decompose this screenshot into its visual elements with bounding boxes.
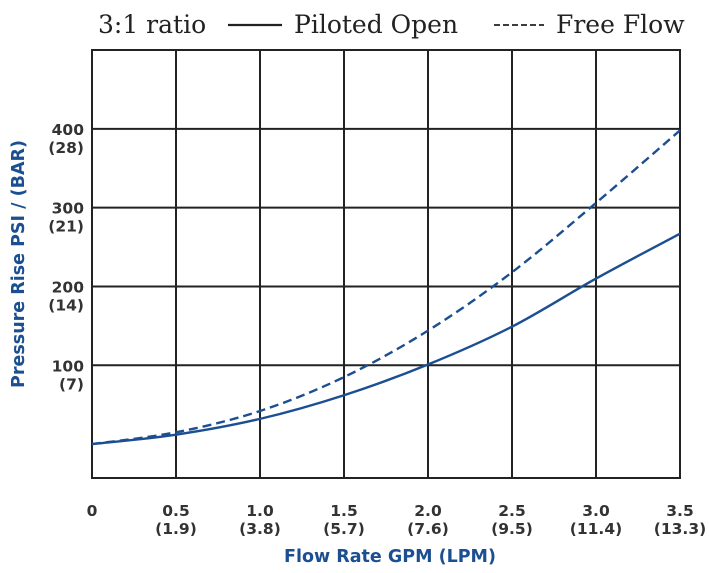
x-tick-label: 3.0 [582, 502, 610, 520]
y-tick-label: 100 [52, 357, 85, 375]
x-tick-label: 2.5 [498, 502, 525, 520]
x-tick-sublabel: (7.6) [407, 520, 449, 538]
y-tick-sublabel: (28) [48, 139, 84, 157]
x-axis-label: Flow Rate GPM (LPM) [284, 547, 496, 567]
x-tick-sublabel: (3.8) [239, 520, 281, 538]
x-tick-label: 1.5 [330, 502, 357, 520]
x-tick-label: 1.0 [246, 502, 274, 520]
y-tick-label: 400 [52, 121, 85, 139]
y-axis-ticks: 100(7) 200(14) 300(21) 400(28) [48, 121, 84, 393]
y-tick-label: 300 [52, 200, 85, 218]
series-line-piloted-open [91, 232, 681, 446]
x-axis-ticks: 0 0.5(1.9) 1.0(3.8) 1.5(5.7) 2.0(7.6) 2.5(9.5… [87, 502, 707, 538]
y-tick-sublabel: (14) [48, 296, 84, 314]
chart-grid [91, 49, 681, 479]
legend: 3:1 ratio Piloted Open Free Flow [98, 10, 685, 39]
x-tick-label: 0 [87, 502, 98, 520]
x-tick-label: 0.5 [162, 502, 189, 520]
y-tick-sublabel: (21) [48, 218, 84, 236]
x-tick-sublabel: (9.5) [491, 520, 533, 538]
x-tick-label: 3.5 [666, 502, 693, 520]
x-tick-sublabel: (5.7) [323, 520, 365, 538]
plot-frame [91, 49, 681, 479]
legend-free-flow-label: Free Flow [556, 10, 685, 39]
x-tick-label: 2.0 [414, 502, 442, 520]
y-tick-sublabel: (7) [59, 375, 84, 393]
y-axis-label: Pressure Rise PSI / (BAR) [9, 140, 29, 388]
legend-piloted-open-label: Piloted Open [294, 10, 458, 39]
x-tick-sublabel: (11.4) [570, 520, 622, 538]
y-tick-label: 200 [52, 278, 85, 296]
x-tick-sublabel: (13.3) [654, 520, 706, 538]
series-line-free-flow [91, 129, 681, 446]
x-tick-sublabel: (1.9) [155, 520, 197, 538]
chart-series [91, 129, 681, 446]
legend-ratio-label: 3:1 ratio [98, 10, 206, 39]
